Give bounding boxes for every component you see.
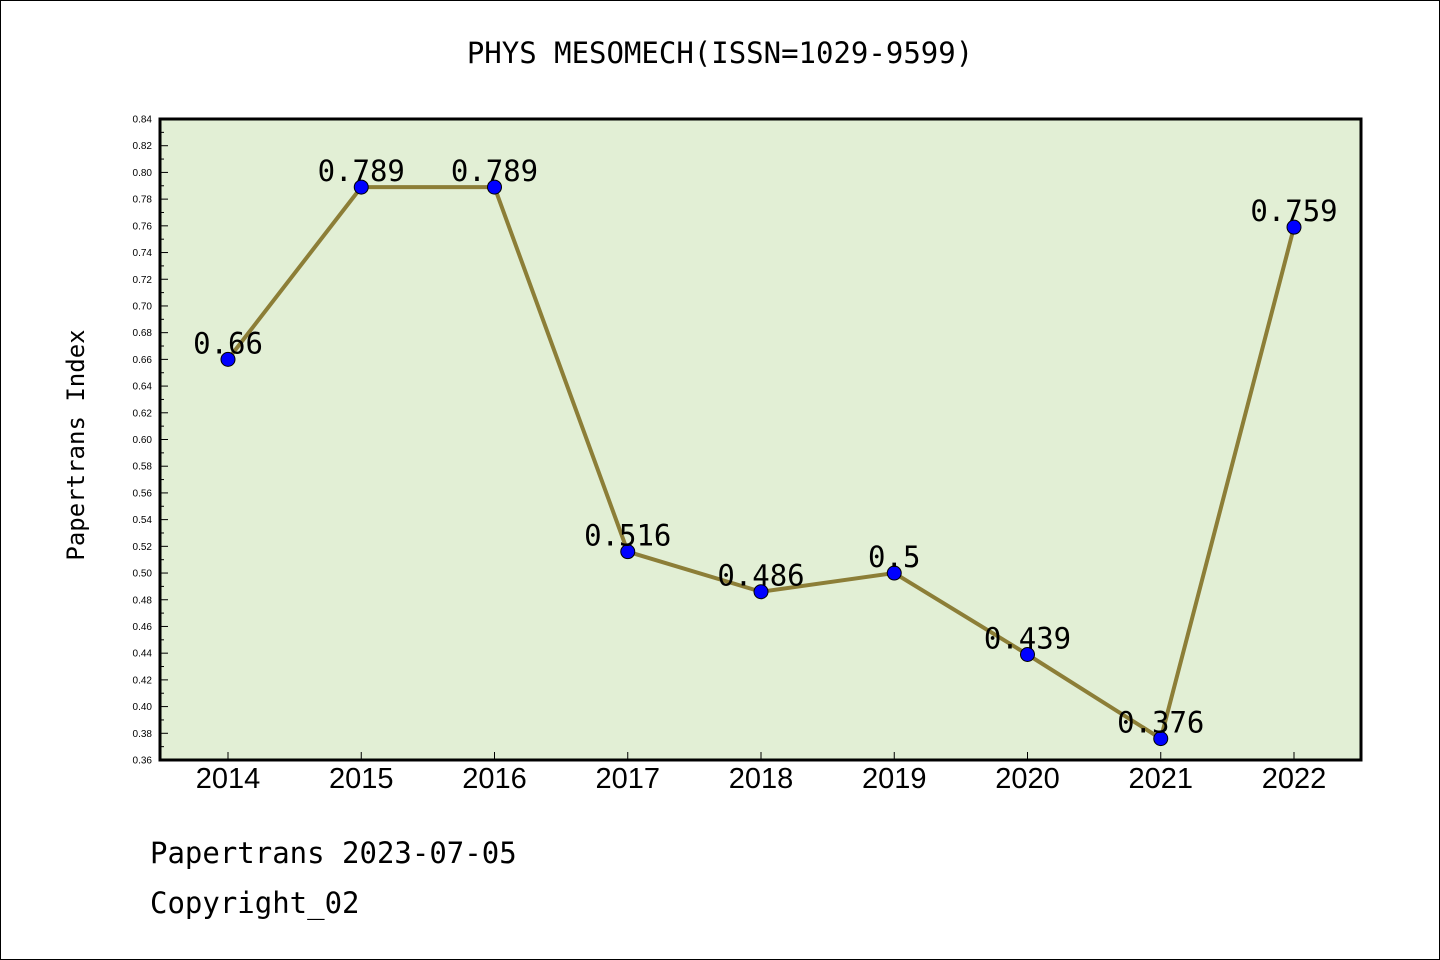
y-axis-ticks: 0.36 0.38 0.40 0.42 0.44 0.46 0.48 0.50 0.52 0.54… — [133, 115, 168, 767]
y-tick-label: 0.68 — [133, 328, 153, 339]
data-label: 0.376 — [1117, 706, 1204, 740]
data-point — [886, 565, 902, 581]
y-tick-label: 0.58 — [133, 462, 153, 473]
y-tick-label: 0.52 — [133, 542, 153, 553]
y-tick-label: 0.50 — [133, 569, 153, 580]
y-tick-label: 0.84 — [133, 115, 153, 126]
data-label: 0.516 — [584, 519, 671, 553]
x-tick-label: 2022 — [1262, 763, 1327, 795]
x-tick-label: 2017 — [595, 763, 660, 795]
data-point — [487, 179, 502, 195]
y-tick-label: 0.74 — [133, 248, 153, 259]
data-point — [220, 351, 236, 367]
data-label: 0.789 — [451, 154, 538, 188]
data-point — [1153, 731, 1169, 747]
y-tick-label: 0.42 — [133, 675, 153, 686]
chart-title: PHYS MESOMECH(ISSN=1029-9599) — [466, 36, 974, 70]
x-tick-label: 2015 — [329, 763, 394, 795]
y-tick-label: 0.48 — [133, 595, 153, 606]
data-label: 0.439 — [984, 622, 1071, 656]
y-tick-label: 0.54 — [133, 515, 153, 526]
y-tick-label: 0.40 — [133, 702, 153, 713]
y-tick-label: 0.72 — [133, 275, 153, 286]
x-tick-label: 2014 — [196, 763, 261, 795]
y-tick-label: 0.60 — [133, 435, 153, 446]
y-tick-label: 0.66 — [133, 355, 153, 366]
y-tick-label: 0.62 — [133, 408, 153, 419]
y-tick-label: 0.36 — [133, 756, 153, 767]
data-label: 0.486 — [717, 559, 804, 593]
x-tick-label: 2018 — [729, 763, 794, 795]
x-tick-label: 2019 — [862, 763, 927, 795]
plot-area — [158, 117, 1363, 762]
x-axis-ticks: 2014 2015 2016 2017 2018 2019 2020 2021 2022 — [196, 752, 1327, 795]
y-tick-label: 0.80 — [133, 168, 153, 179]
data-label: 0.759 — [1250, 194, 1337, 228]
data-point — [353, 179, 369, 195]
y-tick-label: 0.76 — [133, 221, 153, 232]
data-point — [1020, 647, 1035, 663]
data-label: 0.5 — [868, 540, 920, 574]
footer-copyright: Copyright_02 — [150, 886, 360, 920]
y-tick-label: 0.82 — [133, 141, 153, 152]
data-label-layer: 0.66 0.789 0.789 0.516 0.486 0.5 0.439 0.376 0.7… — [193, 154, 1338, 740]
x-tick-label: 2020 — [995, 763, 1060, 795]
y-tick-label: 0.44 — [133, 649, 153, 660]
data-point — [620, 544, 636, 560]
y-tick-label: 0.38 — [133, 729, 153, 740]
footer-date: Papertrans 2023-07-05 — [150, 836, 517, 870]
x-tick-label: 2016 — [462, 763, 527, 795]
y-tick-label: 0.56 — [133, 488, 153, 499]
y-tick-label: 0.46 — [133, 622, 153, 633]
y-tick-label: 0.70 — [133, 301, 153, 312]
y-tick-label: 0.64 — [133, 382, 153, 393]
series-layer — [220, 179, 1302, 747]
data-point — [753, 584, 769, 600]
x-tick-label: 2021 — [1128, 763, 1193, 795]
data-label: 0.789 — [318, 154, 405, 188]
data-point — [1286, 219, 1302, 235]
data-label: 0.66 — [193, 326, 263, 360]
y-tick-label: 0.78 — [133, 195, 153, 206]
